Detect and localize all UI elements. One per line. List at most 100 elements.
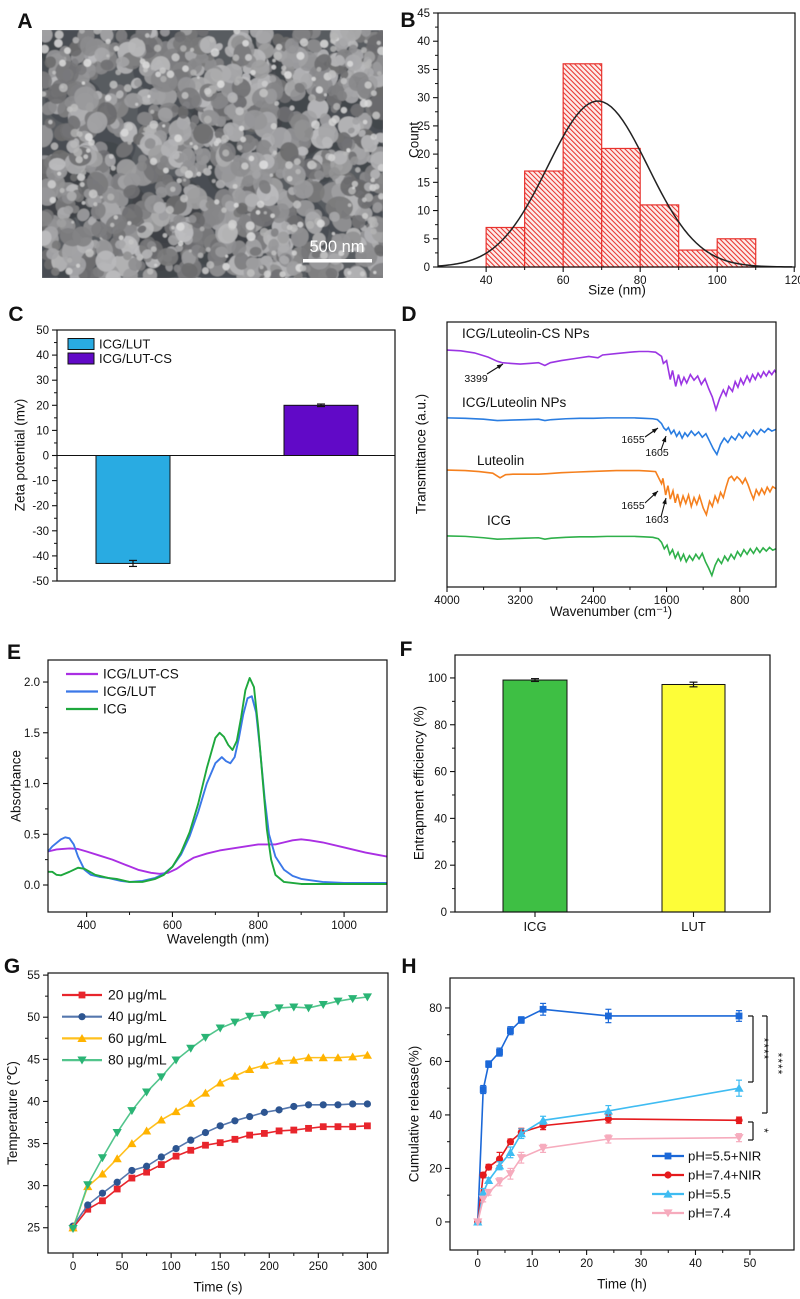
panel-g-letter: G: [3, 955, 21, 978]
legend-label: ICG: [103, 702, 127, 717]
y-tick-label: 40: [27, 1096, 40, 1108]
panel-h-axes: 0 10 20 30 40 50 0 20 40 60 80: [429, 977, 795, 1270]
histogram-bar: [485, 226, 526, 268]
ftir-trace-label: Luteolin: [477, 453, 524, 468]
y-tick-label: 20: [434, 860, 447, 872]
y-tick-label: 80: [429, 1003, 442, 1015]
panel-d-letter: D: [401, 303, 417, 326]
legend-label: ICG/LUT-CS: [103, 667, 179, 682]
significance-label: *: [757, 1128, 771, 1134]
ftir-annotation: 1603: [645, 514, 669, 526]
y-tick-label: -20: [32, 501, 49, 513]
y-tick-label: 20: [36, 400, 49, 412]
y-tick-label: 30: [417, 93, 430, 105]
ftir-annotation: 1605: [645, 447, 669, 459]
gaussian-fit-curve: [437, 100, 793, 268]
y-tick-label: 10: [417, 206, 430, 218]
y-tick-label: 50: [27, 1012, 40, 1024]
histogram-bar: [601, 147, 641, 268]
y-tick-label: 25: [27, 1223, 40, 1235]
panel-g-xaxis-label: Time (s): [193, 1279, 243, 1295]
panel-b-yaxis-label: Count: [406, 121, 422, 159]
y-tick-label: -50: [32, 576, 49, 588]
ftir-annotation: 1655: [621, 500, 645, 512]
y-tick-label: 40: [417, 36, 430, 48]
x-tick-label: 100: [708, 275, 727, 287]
x-tick-label: 40: [689, 1258, 702, 1270]
legend-label: pH=5.5+NIR: [688, 1149, 761, 1164]
ftir-trace-label: ICG: [487, 513, 511, 528]
absorbance-curve-2: [48, 677, 387, 885]
x-tick-label: 120: [785, 275, 800, 287]
panel-b-xaxis-label: Size (nm): [588, 282, 646, 298]
y-tick-label: 60: [434, 767, 447, 779]
y-tick-label: 0: [436, 1217, 442, 1229]
y-tick-label: -40: [32, 551, 49, 563]
panel-c-letter: C: [8, 303, 24, 326]
x-tick-label: 50: [744, 1258, 757, 1270]
y-tick-label: 80: [434, 720, 447, 732]
x-tick-label: 80: [634, 275, 647, 287]
sem-scale-bar: 500 nm: [303, 238, 372, 263]
panel-f-letter: F: [399, 638, 413, 661]
x-tick-label: 250: [309, 1261, 328, 1273]
efficiency-bar-0: [502, 679, 568, 913]
y-tick-label: 55: [27, 970, 40, 982]
panel-f-yaxis-label: Entrapment efficiency (%): [411, 705, 427, 861]
ftir-trace-label: ICG/Luteolin NPs: [462, 395, 567, 410]
panel-b-letter: B: [400, 9, 416, 32]
category-label: ICG: [523, 919, 546, 934]
legend-swatch: [67, 352, 95, 365]
y-tick-label: 20: [417, 149, 430, 161]
panel-e-xaxis-label: Wavelength (nm): [166, 931, 270, 947]
legend-label: 20 μg/mL: [108, 987, 167, 1003]
y-tick-label: 40: [434, 813, 447, 825]
x-tick-label: 2400: [581, 595, 607, 607]
absorbance-curve-1: [47, 695, 387, 884]
panel-e-letter: E: [6, 641, 22, 664]
panel-e-axes: 400 600 800 1000 0.0 0.5 1.0 1.5 2.0: [24, 659, 388, 932]
x-tick-label: 10: [526, 1258, 539, 1270]
ftir-trace-label: ICG/Luteolin-CS NPs: [462, 326, 590, 341]
y-tick-label: 40: [36, 350, 49, 362]
y-tick-label: 40: [429, 1110, 442, 1122]
panel-e-yaxis-label: Absorbance: [8, 749, 24, 823]
x-tick-label: 0: [70, 1261, 76, 1273]
legend-label: ICG/LUT: [103, 684, 156, 699]
x-tick-label: 200: [260, 1261, 279, 1273]
x-tick-label: 40: [480, 275, 493, 287]
panel-h-letter: H: [401, 955, 417, 978]
panel-h-significance: *********: [748, 1015, 785, 1141]
panel-a-letter: A: [17, 10, 33, 33]
y-tick-label: 30: [36, 375, 49, 387]
ftir-trace-1: [446, 417, 777, 457]
sem-micrograph: [42, 30, 383, 278]
category-label: LUT: [681, 919, 706, 934]
x-tick-label: 30: [635, 1258, 648, 1270]
x-tick-label: 400: [77, 920, 96, 932]
y-tick-label: 0: [43, 451, 49, 463]
y-tick-label: 30: [27, 1181, 40, 1193]
y-tick-label: 1.5: [24, 728, 40, 740]
panel-g-yaxis-label: Temperature (℃): [5, 1061, 20, 1165]
panel-h-yaxis-label: Cumulative release(%): [406, 1045, 422, 1183]
y-tick-label: 0: [441, 907, 447, 919]
x-tick-label: 800: [730, 595, 749, 607]
y-tick-label: 60: [429, 1056, 442, 1068]
panel-d-chart: ICG/Luteolin-CS NPs ICG/Luteolin NPs Luteo…: [446, 326, 777, 578]
x-tick-label: 20: [580, 1258, 593, 1270]
y-tick-label: 100: [428, 673, 447, 685]
panel-c-axes: -50 -40 -30 -20 -10 0 10 20 30 40 50: [32, 325, 396, 588]
significance-label: ****: [757, 1038, 771, 1061]
panel-e-chart: [47, 677, 388, 885]
x-tick-label: 50: [116, 1261, 129, 1273]
y-tick-label: 20: [429, 1163, 442, 1175]
x-tick-label: 150: [211, 1261, 230, 1273]
histogram-bar: [524, 170, 564, 268]
legend-label: pH=5.5: [688, 1187, 731, 1202]
panel-d-axes: 4000 3200 2400 1600 800: [434, 321, 777, 607]
y-tick-label: 50: [36, 325, 49, 337]
panel-d-xaxis-label: Wavenumber (cm⁻¹): [549, 604, 673, 619]
absorbance-curve-0: [47, 838, 388, 875]
